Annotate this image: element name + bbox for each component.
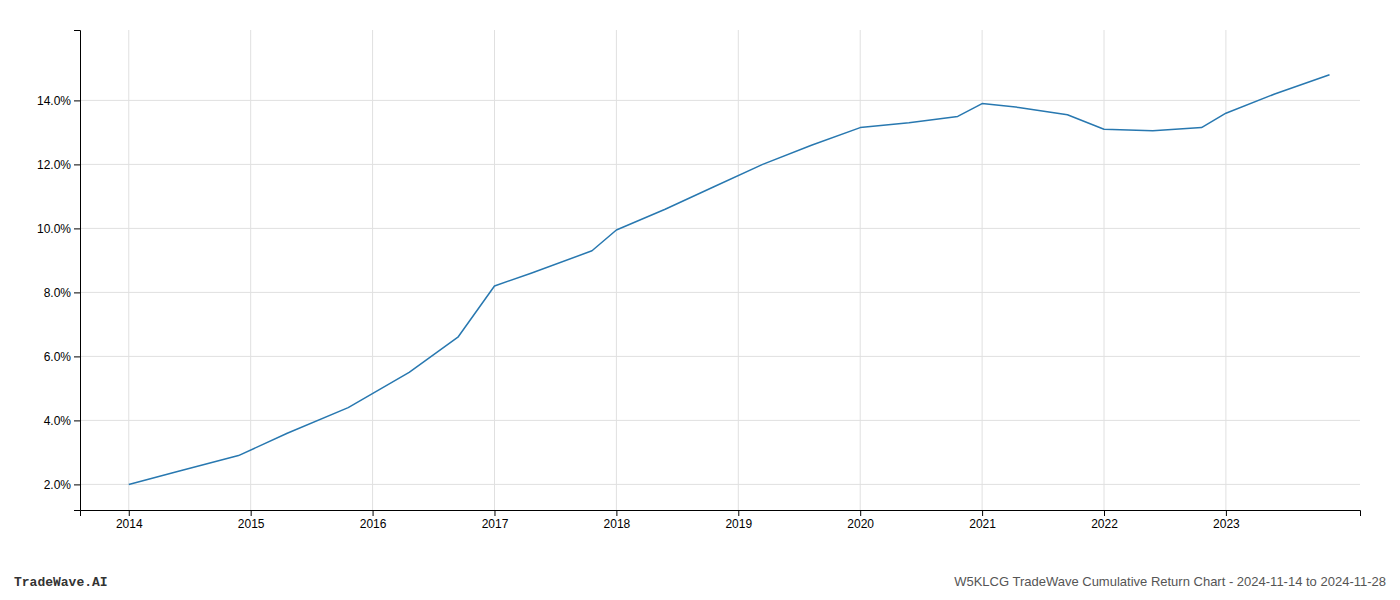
grid-line-y (80, 292, 1360, 293)
x-axis-tick-label: 2014 (116, 517, 143, 531)
x-axis-tick: 2023 (1213, 510, 1240, 531)
grid-line-y (80, 356, 1360, 357)
x-axis-tick: 2019 (725, 510, 752, 531)
footer-left: TradeWave.AI (14, 575, 108, 590)
grid-line-x (372, 30, 373, 510)
y-axis-tick-mark (74, 484, 80, 485)
y-axis-tick: 10.0% (37, 222, 80, 236)
x-axis-tick-label: 2020 (847, 517, 874, 531)
x-axis-tick-mark (129, 510, 130, 516)
grid-line-y (80, 420, 1360, 421)
x-axis-tick-label: 2017 (482, 517, 509, 531)
grid-line-x (1225, 30, 1226, 510)
y-axis-tick: 4.0% (44, 414, 80, 428)
x-axis-tick-mark (860, 510, 861, 516)
y-axis-tick-mark (74, 356, 80, 357)
x-axis-tick-label: 2022 (1091, 517, 1118, 531)
y-axis-tick: 2.0% (44, 478, 80, 492)
x-axis-tick-label: 2018 (604, 517, 631, 531)
footer-right: W5KLCG TradeWave Cumulative Return Chart… (954, 574, 1386, 589)
x-axis-tick-mark (373, 510, 374, 516)
y-axis-tick-label: 12.0% (37, 158, 71, 172)
y-axis: 2.0% 4.0% 6.0% 8.0% 10.0% 12.0% 14.0% (37, 31, 81, 511)
y-axis-line (74, 31, 81, 511)
chart-container: 2014 2015 2016 2017 2018 2019 2020 2021 2022 2023… (0, 0, 1400, 600)
x-axis-tick-mark (616, 510, 617, 516)
y-axis-tick-label: 10.0% (37, 222, 71, 236)
plot-area (129, 75, 1330, 485)
y-axis-tick-label: 6.0% (44, 350, 72, 364)
x-axis-tick-label: 2021 (969, 517, 996, 531)
x-axis-tick: 2015 (238, 510, 265, 531)
x-axis-tick: 2016 (360, 510, 387, 531)
grid-line-x (494, 30, 495, 510)
x-axis-tick-label: 2019 (725, 517, 752, 531)
x-axis-tick-mark (738, 510, 739, 516)
x-axis-tick-mark (982, 510, 983, 516)
x-axis-tick-label: 2015 (238, 517, 265, 531)
grid-line-y (80, 100, 1360, 101)
grid-line-x (738, 30, 739, 510)
y-axis-tick-label: 8.0% (44, 286, 72, 300)
y-axis-tick-label: 14.0% (37, 94, 71, 108)
y-axis-tick-label: 2.0% (44, 478, 72, 492)
x-axis-tick: 2021 (969, 510, 996, 531)
x-axis-tick-mark (494, 510, 495, 516)
y-axis-tick: 8.0% (44, 286, 80, 300)
x-axis-tick: 2022 (1091, 510, 1118, 531)
y-axis-tick: 14.0% (37, 94, 80, 108)
y-axis-tick-mark (74, 228, 80, 229)
x-axis-tick-mark (1226, 510, 1227, 516)
x-axis-tick-mark (1104, 510, 1105, 516)
x-axis-tick: 2014 (116, 510, 143, 531)
y-axis-tick-mark (74, 292, 80, 293)
x-axis-tick-label: 2016 (360, 517, 387, 531)
chart-svg: 2014 2015 2016 2017 2018 2019 2020 2021 2022 2023… (0, 0, 1400, 600)
grid (80, 30, 1360, 510)
grid-line-x (128, 30, 129, 510)
x-axis-tick: 2018 (604, 510, 631, 531)
y-axis-tick-mark (74, 164, 80, 165)
grid-line-y (80, 228, 1360, 229)
y-axis-tick-mark (74, 100, 80, 101)
x-axis-tick-label: 2023 (1213, 517, 1240, 531)
y-axis-tick: 6.0% (44, 350, 80, 364)
grid-line-x (616, 30, 617, 510)
grid-line-x (860, 30, 861, 510)
grid-line-y (80, 484, 1360, 485)
x-axis-tick-mark (251, 510, 252, 516)
grid-line-y (80, 164, 1360, 165)
grid-line-x (982, 30, 983, 510)
grid-line-x (1104, 30, 1105, 510)
x-axis-tick: 2020 (847, 510, 874, 531)
grid-line-x (250, 30, 251, 510)
x-axis: 2014 2015 2016 2017 2018 2019 2020 2021 2022 2023 (81, 510, 1361, 531)
x-axis-line (81, 511, 1361, 517)
y-axis-tick: 12.0% (37, 158, 80, 172)
x-axis-tick: 2017 (482, 510, 509, 531)
y-axis-tick-label: 4.0% (44, 414, 72, 428)
line (129, 75, 1330, 485)
y-axis-tick-mark (74, 420, 80, 421)
